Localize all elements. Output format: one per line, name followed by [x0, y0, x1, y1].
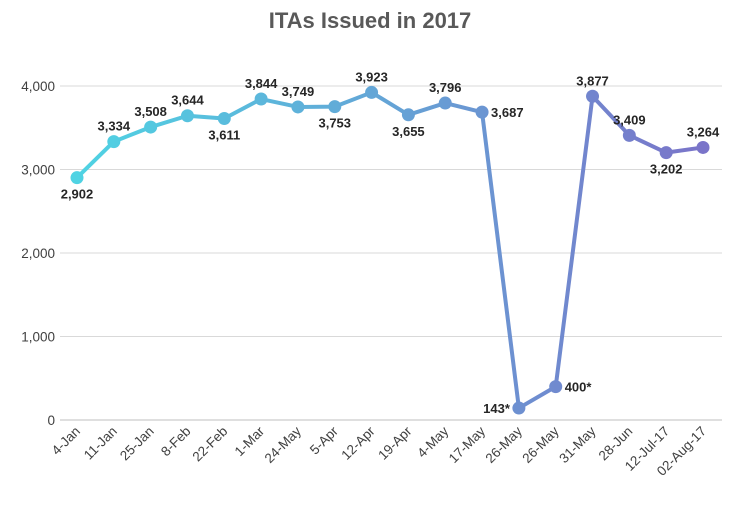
data-label: 3,611 — [208, 127, 240, 142]
data-label: 2,902 — [61, 187, 94, 202]
chart-title: ITAs Issued in 2017 — [268, 8, 472, 33]
data-label: 3,923 — [355, 69, 388, 84]
data-point — [70, 171, 84, 185]
x-tick-label: 19-Apr — [375, 423, 415, 463]
data-label: 3,753 — [318, 116, 351, 131]
x-tick-label: 26-May — [483, 423, 526, 466]
data-point — [586, 89, 600, 103]
x-tick-label: 11-Jan — [81, 424, 120, 463]
data-label: 3,687 — [491, 105, 524, 120]
data-point — [180, 109, 194, 123]
y-tick-label: 3,000 — [21, 163, 55, 178]
data-point — [401, 108, 415, 122]
series-line — [75, 90, 705, 411]
x-tick-label: 12-Apr — [338, 423, 378, 463]
data-label: 3,877 — [576, 73, 609, 88]
y-tick-label: 0 — [47, 413, 55, 428]
data-point — [291, 100, 305, 114]
x-tick-label: 25-Jan — [117, 424, 157, 464]
x-tick-label: 31-May — [556, 423, 599, 466]
data-label: 400* — [565, 380, 593, 395]
x-tick-label: 24-May — [262, 423, 305, 466]
data-label: 3,655 — [392, 124, 425, 139]
data-point — [144, 120, 158, 134]
y-tick-label: 2,000 — [21, 246, 55, 261]
data-label: 3,264 — [687, 124, 720, 139]
data-point — [659, 146, 673, 160]
data-label: 3,644 — [171, 93, 204, 108]
x-tick-label: 4-Jan — [49, 424, 83, 458]
data-point — [622, 128, 636, 142]
y-tick-label: 4,000 — [21, 79, 55, 94]
x-tick-label: 5-Apr — [307, 423, 341, 457]
data-label: 3,508 — [134, 104, 167, 119]
y-tick-label: 1,000 — [21, 330, 55, 345]
data-point — [254, 92, 268, 106]
data-point — [365, 85, 379, 99]
x-tick-label: 22-Feb — [190, 424, 231, 465]
data-point — [107, 135, 121, 149]
data-point — [328, 100, 342, 114]
data-point — [475, 105, 489, 119]
x-tick-label: 17-May — [446, 423, 489, 466]
data-point — [438, 96, 452, 110]
x-tick-label: 26-May — [519, 423, 562, 466]
data-point — [512, 401, 526, 415]
data-point — [696, 140, 710, 154]
data-label: 3,749 — [282, 84, 315, 99]
data-label: 3,202 — [650, 162, 683, 177]
data-label: 3,334 — [98, 119, 131, 134]
data-point — [549, 380, 563, 394]
data-label: 3,409 — [613, 112, 646, 127]
data-label: 143* — [483, 401, 511, 416]
data-label: 3,796 — [429, 80, 462, 95]
data-label: 3,844 — [245, 76, 278, 91]
data-point — [217, 111, 231, 125]
